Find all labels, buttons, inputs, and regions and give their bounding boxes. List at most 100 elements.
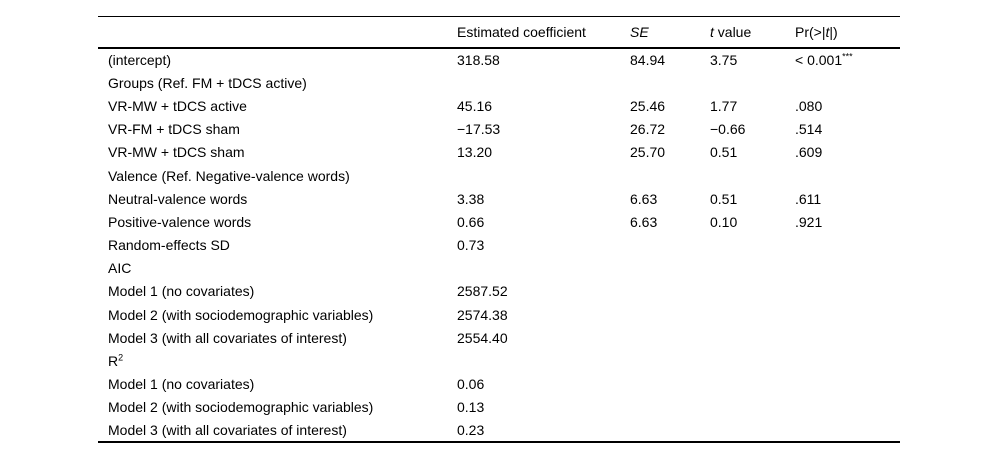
cell-t-value	[710, 373, 795, 396]
cell-t-value: 0.10	[710, 213, 738, 230]
column-header-t-value: t value	[710, 24, 752, 40]
table-row: Model 1 (no covariates) 2587.52	[98, 280, 900, 303]
cell-p-value: .611	[795, 190, 822, 207]
table-row: Neutral-valence words 3.38 6.63 0.51 .611	[98, 187, 900, 210]
cell-estimated-coefficient: −17.53	[457, 121, 501, 138]
cell-t-value	[710, 326, 795, 349]
cell-p-value	[795, 396, 900, 419]
row-label: Neutral-valence words	[108, 190, 248, 207]
table-row: AIC	[98, 257, 900, 280]
table-row: Model 3 (with all covariates of interest…	[98, 326, 900, 349]
cell-t-value: 1.77	[710, 97, 738, 114]
row-label: Random-effects SD	[108, 237, 230, 254]
column-header-estimated-coefficient: Estimated coefficient	[457, 24, 586, 40]
table-row: VR-FM + tDCS sham −17.53 26.72 −0.66 .514	[98, 118, 900, 141]
cell-p-value: .080	[795, 97, 823, 114]
cell-p-value	[795, 303, 900, 326]
cell-t-value	[710, 349, 795, 372]
table-row: Groups (Ref. FM + tDCS active)	[98, 71, 900, 94]
cell-t-value: 3.75	[710, 52, 738, 69]
cell-p-value	[795, 373, 900, 396]
table-row: Positive-valence words 0.66 6.63 0.10 .921	[98, 210, 900, 233]
cell-p-value	[795, 234, 900, 257]
cell-estimated-coefficient: 3.38	[457, 190, 485, 207]
table-row: Model 2 (with sociodemographic variables…	[98, 396, 900, 419]
cell-estimated-coefficient: 13.20	[457, 144, 493, 161]
cell-estimated-coefficient	[457, 71, 630, 94]
cell-t-value	[710, 396, 795, 419]
row-label: Model 1 (no covariates)	[108, 283, 255, 300]
cell-se	[630, 280, 710, 303]
table-row: Random-effects SD 0.73	[98, 234, 900, 257]
cell-t-value	[710, 164, 795, 187]
cell-t-value	[710, 234, 795, 257]
table-row: VR-MW + tDCS sham 13.20 25.70 0.51 .609	[98, 141, 900, 164]
row-label: VR-FM + tDCS sham	[108, 121, 240, 138]
cell-se	[630, 164, 710, 187]
cell-se: 84.94	[630, 52, 666, 69]
cell-p-value	[795, 326, 900, 349]
row-label: Model 3 (with all covariates of interest…	[108, 329, 347, 346]
cell-p-value	[795, 257, 900, 280]
table-header: Estimated coefficient SE t value Pr(>|t|)	[98, 16, 900, 49]
cell-se	[630, 303, 710, 326]
row-label: AIC	[108, 260, 132, 277]
cell-t-value	[710, 280, 795, 303]
cell-t-value: 0.51	[710, 190, 738, 207]
table-row: VR-MW + tDCS active 45.16 25.46 1.77 .080	[98, 94, 900, 117]
table-row: (intercept) 318.58 84.94 3.75 < 0.001***	[98, 48, 900, 71]
cell-t-value	[710, 257, 795, 280]
cell-t-value: 0.51	[710, 144, 738, 161]
cell-p-value	[795, 419, 900, 442]
cell-se	[630, 234, 710, 257]
cell-estimated-coefficient: 0.23	[457, 422, 485, 439]
table-row: Model 3 (with all covariates of interest…	[98, 419, 900, 442]
cell-t-value	[710, 419, 795, 442]
regression-results-table: Estimated coefficient SE t value Pr(>|t|) (…	[98, 16, 900, 444]
cell-se	[630, 396, 710, 419]
cell-se: 6.63	[630, 190, 658, 207]
cell-estimated-coefficient	[457, 164, 630, 187]
table-row: Model 1 (no covariates) 0.06	[98, 373, 900, 396]
cell-estimated-coefficient: 2587.52	[457, 283, 508, 300]
cell-p-value: .609	[795, 144, 823, 161]
row-label: Model 2 (with sociodemographic variables…	[108, 306, 374, 323]
row-label: Model 2 (with sociodemographic variables…	[108, 399, 374, 416]
row-label: Valence (Ref. Negative-valence words)	[108, 167, 350, 184]
cell-p-value: < 0.001***	[795, 51, 853, 69]
cell-se: 25.46	[630, 97, 666, 114]
column-header-p-value: Pr(>|t|)	[795, 24, 838, 40]
cell-se	[630, 419, 710, 442]
cell-p-value	[795, 164, 900, 187]
row-label: VR-MW + tDCS active	[108, 97, 247, 114]
cell-p-value: .921	[795, 213, 823, 230]
table-row: Model 2 (with sociodemographic variables…	[98, 303, 900, 326]
table-body: (intercept) 318.58 84.94 3.75 < 0.001*** Grou…	[98, 48, 900, 442]
cell-p-value	[795, 71, 900, 94]
table-row: R2	[98, 349, 900, 372]
cell-se	[630, 257, 710, 280]
cell-estimated-coefficient: 0.06	[457, 376, 485, 393]
cell-se	[630, 326, 710, 349]
column-header-stub	[98, 17, 457, 49]
row-label: VR-MW + tDCS sham	[108, 144, 245, 161]
cell-se	[630, 71, 710, 94]
cell-estimated-coefficient: 2554.40	[457, 329, 508, 346]
row-label: Model 1 (no covariates)	[108, 376, 255, 393]
row-label: R2	[108, 352, 124, 370]
cell-estimated-coefficient	[457, 257, 630, 280]
header-row: Estimated coefficient SE t value Pr(>|t|)	[98, 16, 900, 49]
cell-se: 25.70	[630, 144, 666, 161]
cell-t-value: −0.66	[710, 121, 746, 138]
column-header-se: SE	[630, 24, 649, 40]
row-label: Model 3 (with all covariates of interest…	[108, 422, 347, 439]
cell-se	[630, 349, 710, 372]
table-row: Valence (Ref. Negative-valence words)	[98, 164, 900, 187]
cell-estimated-coefficient: 2574.38	[457, 306, 508, 323]
cell-t-value	[710, 71, 795, 94]
cell-se: 6.63	[630, 213, 658, 230]
cell-p-value	[795, 349, 900, 372]
cell-estimated-coefficient: 0.66	[457, 213, 485, 230]
cell-estimated-coefficient: 0.73	[457, 237, 485, 254]
